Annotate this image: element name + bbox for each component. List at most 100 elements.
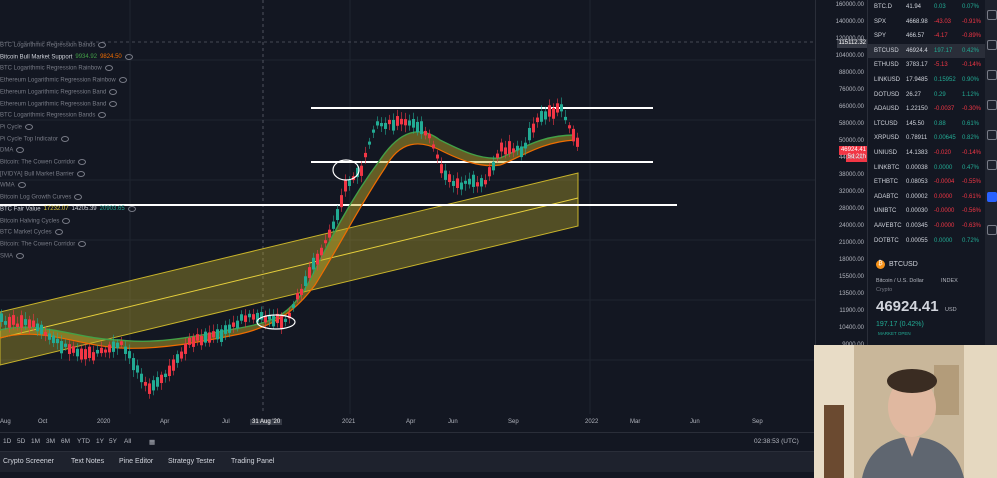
details-symbol[interactable]: BTCUSD (889, 261, 918, 268)
indicator-legend-item[interactable]: Bitcoin: The Cowen Corridor (0, 240, 87, 247)
watchlist-row[interactable]: AAVEBTC 0.00345 -0.0000 -0.63% (868, 219, 986, 234)
candle-body (360, 165, 363, 176)
ideas-icon[interactable] (987, 160, 997, 170)
indicator-legend-item[interactable]: [IVIDYA] Bull Market Barrier (0, 170, 85, 177)
bottom-tabs: Crypto Screener Text Notes Pine Editor Stra… (0, 451, 815, 472)
price-tick-label: 58000.00 (838, 121, 864, 127)
watchlist-row[interactable]: SPY 466.57 -4.17 -0.89% (868, 29, 986, 44)
details-description: Bitcoin / U.S. Dollar (876, 278, 924, 284)
eye-icon[interactable] (127, 205, 136, 212)
indicator-legend-item[interactable]: Ethereum Logarithmic Regression Band (0, 100, 118, 107)
indicator-legend-item[interactable]: BTC Fair Value 17232.07 14205.39 20903.65 (0, 205, 136, 212)
range-button[interactable]: 1M (31, 438, 41, 445)
watchlist-row[interactable]: UNIUSD 14.1383 -0.020 -0.14% (868, 146, 986, 161)
candle-body (348, 179, 351, 187)
candlestick-chart[interactable] (0, 0, 815, 414)
eye-icon[interactable] (109, 88, 118, 95)
watchlist-pct: -0.55% (962, 179, 982, 186)
annotation-circle-2020 (256, 314, 296, 330)
indicator-legend-item[interactable]: Bitcoin Halving Cycles (0, 217, 71, 224)
eye-icon[interactable] (98, 42, 107, 48)
indicator-legend-item[interactable]: WMA (0, 182, 26, 189)
eye-icon[interactable] (16, 252, 25, 259)
indicator-legend-item[interactable]: Bitcoin: The Cowen Corridor (0, 159, 87, 166)
range-button[interactable]: 3M (46, 438, 56, 445)
watchlist-row[interactable]: DOTBTC 0.00055 0.0000 0.72% (868, 234, 986, 249)
bottom-tab[interactable]: Trading Panel (231, 458, 275, 465)
active-panel-icon[interactable] (987, 192, 997, 202)
watchlist-icon[interactable] (987, 10, 997, 20)
watchlist-pct: -0.56% (962, 208, 982, 215)
watchlist-row[interactable]: UNIBTC 0.00030 -0.0000 -0.56% (868, 204, 986, 219)
chat-icon[interactable] (987, 225, 997, 235)
indicator-legend-item[interactable]: Bitcoin Bull Market Support 9934.92 9824.5… (0, 53, 133, 60)
hotlists-icon[interactable] (987, 100, 997, 110)
watchlist-row[interactable]: ADABTC 0.00002 0.0000 -0.61% (868, 190, 986, 205)
eye-icon[interactable] (54, 229, 63, 236)
watchlist-row[interactable]: XRPUSD 0.78911 0.00645 0.82% (868, 131, 986, 146)
eye-icon[interactable] (62, 217, 71, 224)
calendar-icon[interactable] (987, 130, 997, 140)
eye-icon[interactable] (76, 170, 85, 177)
watchlist-last: 4668.98 (906, 18, 928, 25)
eye-icon[interactable] (118, 77, 127, 84)
watchlist-row[interactable]: LTCUSD 145.50 0.88 0.61% (868, 117, 986, 132)
eye-icon[interactable] (17, 182, 26, 189)
range-button[interactable]: YTD (77, 438, 90, 445)
calendar-range-icon[interactable]: ▦ (149, 439, 156, 446)
watchlist-row[interactable]: DOTUSD 26.27 0.29 1.12% (868, 88, 986, 103)
indicator-legend-item[interactable]: Ethereum Logarithmic Regression Rainbow (0, 77, 127, 84)
watchlist-row[interactable]: LINKUSD 17.9485 0.15952 0.90% (868, 73, 986, 88)
eye-icon[interactable] (124, 53, 133, 60)
bottom-tab[interactable]: Crypto Screener (3, 458, 54, 465)
indicator-legend-item[interactable]: Ethereum Logarithmic Regression Band (0, 88, 118, 95)
indicator-legend-item[interactable]: BTC Market Cycles (0, 229, 63, 236)
eye-icon[interactable] (78, 159, 87, 165)
eye-icon[interactable] (98, 112, 107, 119)
eye-icon[interactable] (104, 65, 113, 72)
candle-body (484, 179, 487, 185)
indicator-legend-item[interactable]: Pi Cycle (0, 123, 34, 130)
indicator-legend-item[interactable]: SMA (0, 252, 25, 259)
indicator-legend-item[interactable]: DMA (0, 147, 25, 154)
watchlist-row[interactable]: BTCUSD 46924.4 197.17 0.42% (868, 43, 986, 59)
alerts-icon[interactable] (987, 40, 997, 50)
range-button[interactable]: All (124, 438, 132, 445)
indicator-legend-item[interactable]: Pi Cycle Top Indicator (0, 135, 69, 142)
eye-icon[interactable] (16, 147, 25, 154)
watchlist-row[interactable]: LINKBTC 0.00038 0.0000 0.47% (868, 161, 986, 176)
watchlist-row[interactable]: ETHUSD 3783.17 -5.13 -0.14% (868, 58, 986, 73)
eye-icon[interactable] (25, 123, 34, 130)
watchlist-row[interactable]: SPX 4668.98 -43.03 -0.91% (868, 15, 986, 30)
watchlist-symbol: ETHUSD (874, 62, 899, 69)
watchlist-row[interactable]: BTC.D 41.94 0.03 0.07% (868, 0, 986, 15)
indicator-legend-item[interactable]: BTC Logarithmic Regression Bands (0, 42, 107, 49)
watchlist-row[interactable]: ADAUSD 1.22150 -0.0037 -0.30% (868, 102, 986, 117)
range-button[interactable]: 5D (17, 438, 26, 445)
bottom-tab[interactable]: Strategy Tester (168, 458, 215, 465)
range-button[interactable]: 1D (3, 438, 12, 445)
candle-body (508, 141, 511, 154)
eye-icon[interactable] (78, 240, 87, 247)
data-window-icon[interactable] (987, 70, 997, 80)
candle-body (264, 316, 267, 323)
bottom-tab[interactable]: Pine Editor (119, 458, 154, 465)
watchlist-symbol: SPY (874, 33, 887, 40)
bottom-tab[interactable]: Text Notes (71, 458, 105, 465)
indicator-legend-item[interactable]: BTC Logarithmic Regression Rainbow (0, 65, 113, 72)
eye-icon[interactable] (60, 135, 69, 142)
indicator-legend-item[interactable]: BTC Logarithmic Regression Bands (0, 112, 107, 119)
eye-icon[interactable] (74, 194, 83, 201)
indicator-legend-item[interactable]: Bitcoin Log Growth Curves (0, 194, 83, 201)
range-button[interactable]: 6M (61, 438, 71, 445)
range-button[interactable]: 1Y (96, 438, 104, 445)
symbol-details: ₿ BTCUSD Bitcoin / U.S. Dollar INDEX Cry… (867, 252, 985, 345)
candle-body (460, 182, 463, 190)
eye-icon[interactable] (109, 100, 118, 107)
range-button[interactable]: 5Y (109, 438, 117, 445)
candle-body (408, 120, 411, 126)
watchlist-last: 0.08053 (906, 179, 928, 186)
candle-body (492, 161, 495, 171)
price-chart[interactable]: BTC Logarithmic Regression Bands Bitcoin … (0, 0, 815, 432)
watchlist-row[interactable]: ETHBTC 0.08053 -0.0004 -0.55% (868, 175, 986, 190)
